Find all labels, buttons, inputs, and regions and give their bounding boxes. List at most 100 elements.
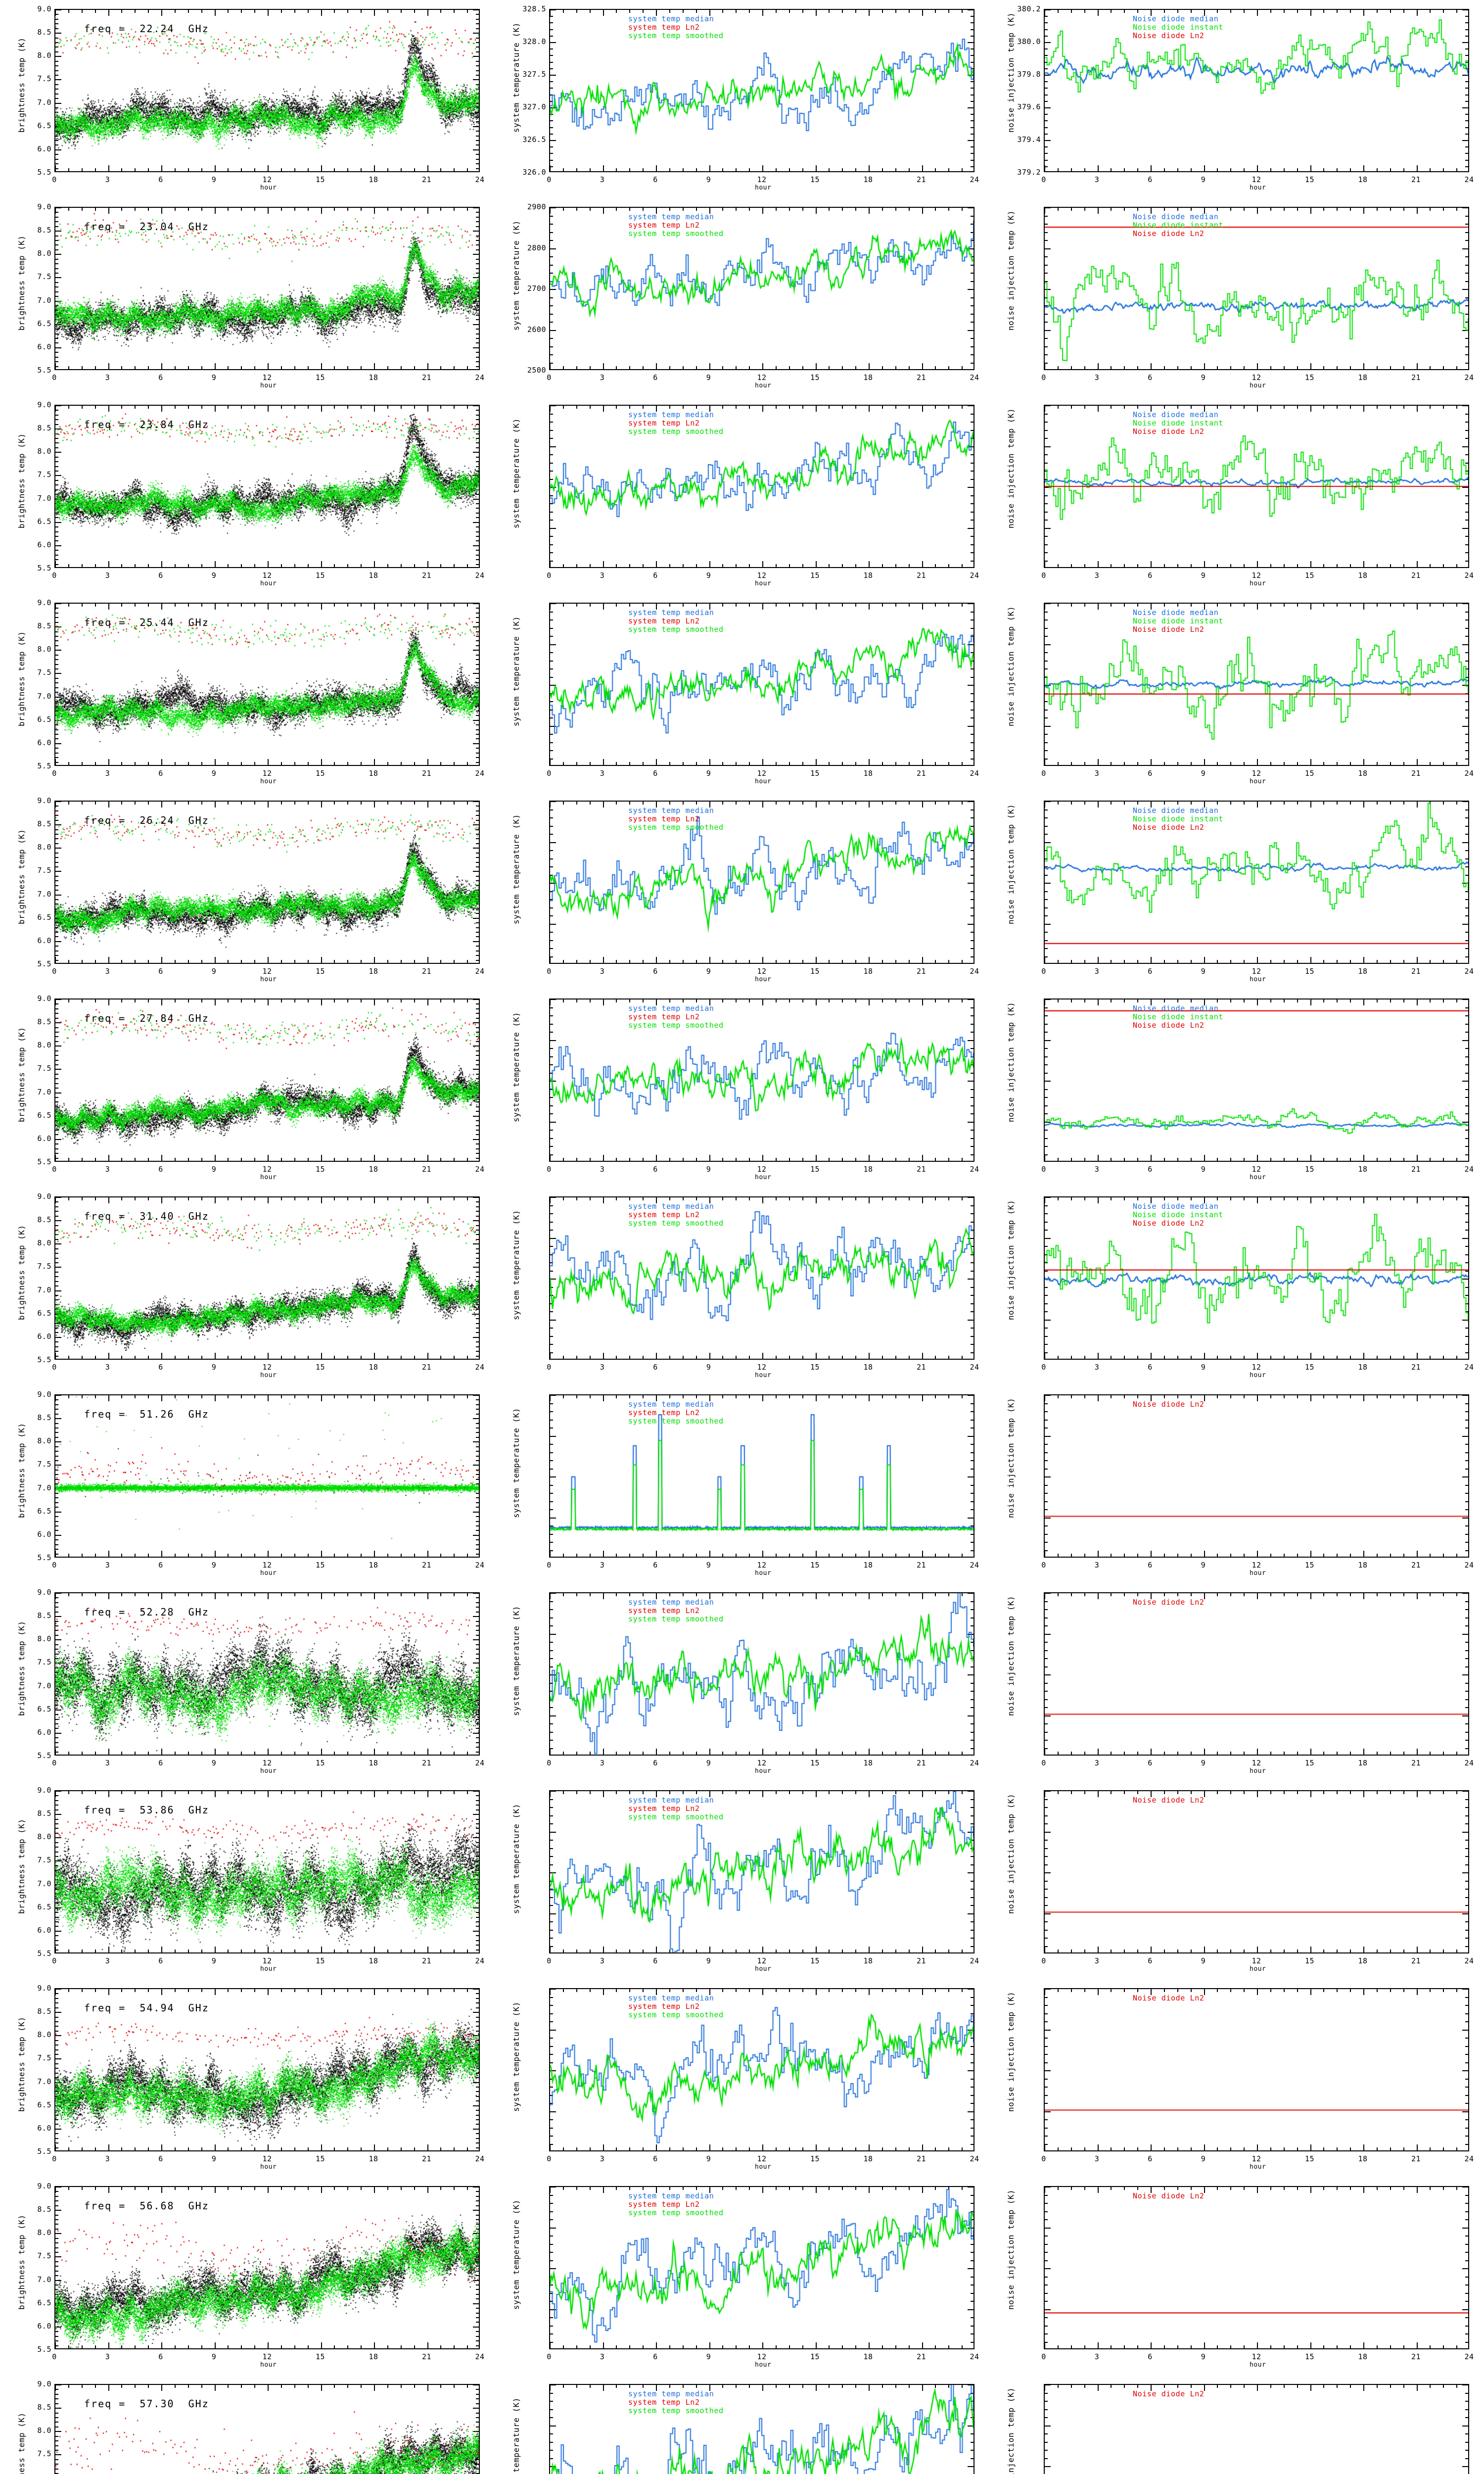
x-tick-label: 21 — [1411, 2352, 1421, 2361]
legend-entry: Noise diode median — [1133, 1004, 1219, 1013]
x-tick-label: 12 — [1252, 1363, 1261, 1372]
plot-area — [54, 2186, 480, 2349]
plot-cell-right: noise injection temp (K) 379.2 379.4 379.6 3… — [989, 0, 1484, 198]
y-axis-title: noise injection temp (K) — [1006, 1793, 1016, 1914]
plot-canvas — [550, 208, 974, 369]
plot-canvas — [1045, 2187, 1468, 2348]
y-tick-label: 7.0 — [37, 295, 51, 305]
x-tick-label: 12 — [262, 1363, 272, 1372]
plot-area — [54, 1394, 480, 1558]
y-tick-label: 380.2 — [1017, 4, 1041, 13]
x-tick-label: 3 — [1094, 967, 1100, 976]
legend-entry: system temp median — [628, 1202, 714, 1211]
legend-entry: system temp median — [628, 1004, 714, 1013]
x-tick-label: 24 — [970, 571, 979, 580]
x-tick-label: 3 — [1094, 571, 1100, 580]
x-tick-label: 18 — [863, 1759, 873, 1767]
x-tick-label: 6 — [158, 1165, 163, 1174]
x-tick-label: 24 — [1464, 2154, 1474, 2163]
x-tick-label: 15 — [1304, 571, 1315, 580]
plot-cell-mid: system temperature (K) 0 3 6 9 12 15 18 21 24 hour… — [495, 1781, 989, 1979]
x-tick-label: 6 — [653, 175, 658, 184]
x-tick-label: 24 — [970, 1759, 979, 1767]
x-tick-label: 18 — [369, 1165, 378, 1174]
y-tick-label: 5.5 — [37, 959, 51, 968]
y-tick-label: 7.0 — [37, 1681, 51, 1690]
x-tick-label: 6 — [1148, 967, 1153, 976]
x-tick-label: 18 — [369, 2154, 378, 2163]
x-axis-title: hour — [260, 1174, 277, 1181]
x-axis-title: hour — [260, 1767, 277, 1775]
frequency-label: freq = 53.86 GHz — [84, 1804, 209, 1816]
legend-system-temp: system temp median system temp Ln2 system … — [628, 609, 724, 633]
plot-canvas — [55, 208, 479, 369]
legend-entry: system temp smoothed — [628, 2208, 724, 2217]
plot-canvas — [55, 10, 479, 171]
x-tick-label: 12 — [757, 373, 767, 382]
x-tick-label: 24 — [970, 1956, 979, 1965]
x-tick-label: 9 — [1201, 2154, 1206, 2163]
x-tick-label: 15 — [810, 1759, 820, 1767]
y-axis-title: noise injection temp (K) — [1006, 1595, 1016, 1716]
y-tick-label: 8.0 — [37, 51, 51, 60]
x-tick-label: 18 — [369, 2352, 378, 2361]
x-tick-label: 18 — [369, 373, 378, 382]
x-tick-label: 0 — [52, 373, 57, 382]
y-axis-title: noise injection temp (K) — [1006, 2189, 1016, 2310]
x-tick-label: 9 — [211, 1561, 217, 1570]
x-tick-label: 24 — [970, 2154, 979, 2163]
legend-entry: system temp median — [628, 1796, 714, 1805]
x-tick-label: 9 — [211, 1165, 217, 1174]
x-tick-label: 6 — [653, 967, 658, 976]
x-tick-label: 18 — [369, 967, 378, 976]
y-tick-label: 6.0 — [37, 2321, 51, 2331]
legend-entry: Noise diode median — [1133, 608, 1219, 617]
plot-cell-right: noise injection temp (K) 0 3 6 9 12 15 18 21 24 ho… — [989, 792, 1484, 990]
x-tick-label: 6 — [653, 2352, 658, 2361]
x-tick-label: 3 — [105, 1561, 110, 1570]
x-tick-label: 12 — [262, 175, 272, 184]
x-tick-label: 3 — [105, 2154, 110, 2163]
y-tick-label: 8.5 — [37, 1215, 51, 1225]
x-tick-label: 0 — [1041, 571, 1046, 580]
x-tick-label: 6 — [158, 1759, 163, 1767]
x-tick-label: 9 — [211, 373, 217, 382]
plot-canvas — [1045, 802, 1468, 963]
plot-area — [1044, 801, 1469, 964]
y-axis-title: system temperature (K) — [511, 1606, 521, 1716]
x-tick-label: 12 — [1252, 571, 1261, 580]
plot-area — [54, 1790, 480, 1953]
y-tick-label: 8.0 — [37, 645, 51, 654]
y-axis-title: noise injection temp (K) — [1006, 1199, 1016, 1320]
x-tick-label: 18 — [863, 1561, 873, 1570]
x-tick-label: 3 — [105, 1759, 110, 1767]
y-tick-label: 9.0 — [37, 1786, 51, 1795]
x-tick-label: 18 — [1358, 769, 1368, 778]
y-tick-label: 7.5 — [37, 2053, 51, 2063]
y-tick-label: 6.5 — [37, 1506, 51, 1516]
x-tick-label: 18 — [1358, 1759, 1368, 1767]
legend-entry: system temp Ln2 — [628, 22, 700, 32]
x-tick-label: 24 — [475, 571, 485, 580]
x-tick-label: 24 — [970, 1363, 979, 1372]
x-tick-label: 0 — [547, 769, 552, 778]
plot-cell-right: noise injection temp (K) 0 3 6 9 12 15 18 21 24 ho… — [989, 990, 1484, 1188]
x-tick-label: 0 — [52, 769, 57, 778]
y-tick-label: 6.5 — [37, 517, 51, 526]
y-tick-label: 8.5 — [37, 1611, 51, 1620]
x-tick-label: 21 — [421, 1363, 432, 1372]
x-tick-label: 6 — [653, 1759, 658, 1767]
x-tick-label: 3 — [600, 175, 605, 184]
plot-area — [1044, 603, 1469, 766]
x-tick-label: 21 — [421, 1759, 432, 1767]
x-tick-label: 0 — [1041, 175, 1046, 184]
x-tick-label: 9 — [1201, 1561, 1206, 1570]
x-tick-label: 6 — [1148, 571, 1153, 580]
x-tick-label: 3 — [600, 2352, 605, 2361]
y-tick-label: 7.5 — [37, 668, 51, 677]
y-tick-label: 6.0 — [37, 342, 51, 351]
y-tick-label: 7.5 — [37, 272, 51, 282]
